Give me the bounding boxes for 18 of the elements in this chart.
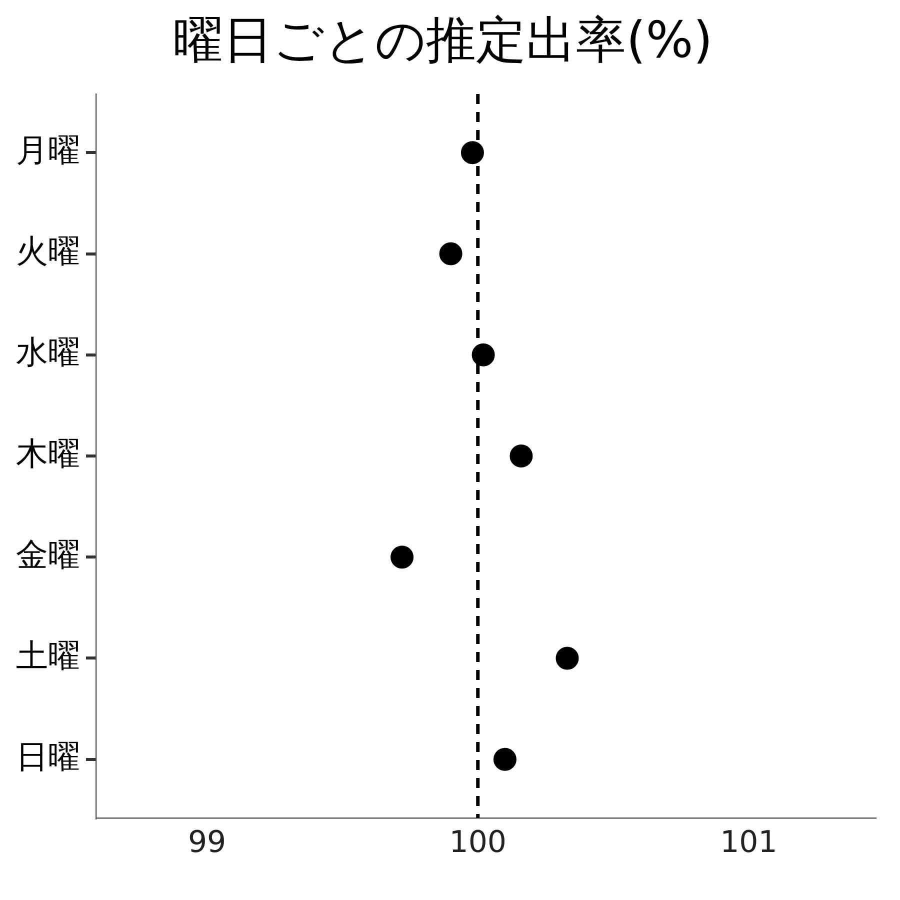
point	[390, 546, 414, 569]
y-tick-label: 日曜	[16, 738, 80, 776]
y-tick-label: 火曜	[16, 232, 80, 270]
x-tick-label: 100	[449, 824, 507, 860]
y-tick-label: 月曜	[16, 130, 80, 169]
point	[460, 141, 484, 164]
chart-title: 曜日ごとの推定出率(%)	[173, 10, 713, 69]
x-tick-label: 101	[720, 824, 778, 860]
y-tick-label: 木曜	[16, 434, 80, 472]
y-tick-label: 土曜	[16, 636, 80, 675]
point	[510, 444, 533, 468]
y-tick-label: 金曜	[16, 535, 80, 574]
y-tick-label: 水曜	[16, 333, 80, 372]
point	[472, 343, 495, 366]
point	[439, 242, 462, 266]
point	[556, 646, 579, 670]
x-tick-label: 99	[188, 824, 226, 860]
point	[493, 748, 516, 771]
